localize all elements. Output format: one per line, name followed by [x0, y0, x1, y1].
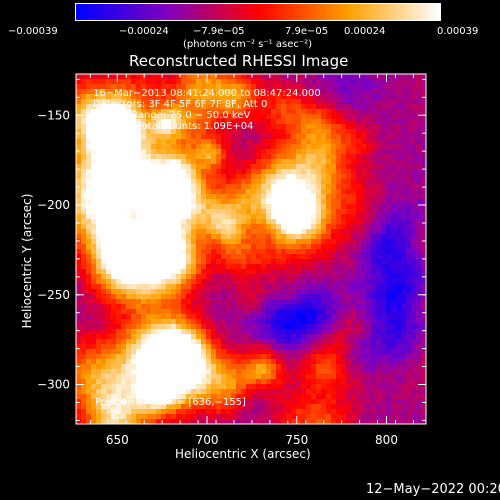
peak-position-annotation: Position of Peak = [636,−155] [95, 397, 246, 408]
colorbar [76, 4, 440, 20]
colorbar-tick-label: −0.00039 [8, 26, 58, 37]
colorbar-frame [75, 3, 441, 21]
colorbar-tick-label: −0.00024 [119, 26, 169, 37]
method-counts-annotation: Clean Total counts: 1.09E+04 [93, 121, 254, 132]
x-tick-label: 750 [285, 433, 308, 447]
y-tick-label: −250 [37, 288, 70, 302]
detectors-annotation: Detectors: 3F 4F 5F 6F 7F 8F, Att 0 [93, 99, 268, 110]
y-tick-label: −150 [37, 108, 70, 122]
y-axis-label: Heliocentric Y (arcsec) [20, 193, 34, 329]
heatmap-image [76, 74, 426, 424]
x-axis-label: Heliocentric X (arcsec) [175, 447, 311, 461]
colorbar-tick-label: 7.9e−05 [285, 26, 329, 37]
energy-range-annotation: Energy Range: 25.0 − 50.0 keV [93, 110, 251, 121]
colorbar-units-label: (photons cm⁻² s⁻¹ asec⁻²) [183, 39, 313, 50]
colorbar-tick-label: −7.9e−05 [193, 26, 245, 37]
x-tick-label: 700 [196, 433, 219, 447]
chart-title: Reconstructed RHESSI Image [129, 52, 349, 70]
colorbar-tick-label: 0.00024 [344, 26, 386, 37]
x-tick-label: 800 [375, 433, 398, 447]
footer-timestamp: 12−May−2022 00:20 [366, 482, 500, 497]
plot-frame [75, 73, 427, 425]
y-tick-label: −300 [37, 378, 70, 392]
y-tick-label: −200 [37, 198, 70, 212]
colorbar-tick-label: 0.00039 [437, 26, 479, 37]
time-range-annotation: 16−Mar−2013 08:41:24.000 to 08:47:24.000 [93, 88, 321, 99]
x-tick-label: 650 [106, 433, 129, 447]
